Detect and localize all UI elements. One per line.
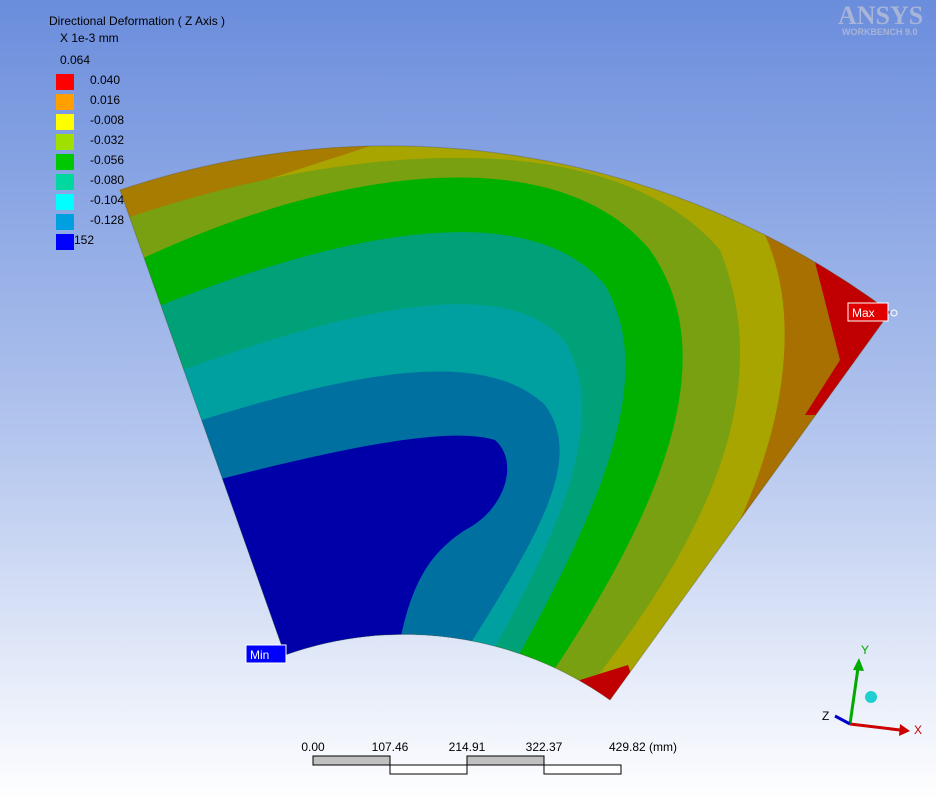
legend-swatch — [56, 214, 74, 230]
z-axis-arrow — [834, 714, 851, 726]
triad: X Y Z — [822, 643, 922, 737]
legend-swatch — [56, 94, 74, 110]
legend-label: 0.016 — [90, 93, 120, 107]
legend-label: -0.032 — [90, 133, 124, 147]
legend-swatch — [56, 114, 74, 130]
legend-label: -0.104 — [90, 193, 124, 207]
scale-segment — [466, 755, 545, 766]
min-probe[interactable] — [245, 644, 287, 664]
triad-ball[interactable] — [865, 691, 877, 703]
scale-label: 429.82 (mm) — [609, 740, 677, 754]
scale-label: 0.00 — [301, 740, 325, 754]
legend-label: -0.008 — [90, 113, 124, 127]
scale-label: 214.91 — [449, 740, 486, 754]
scale-label: 322.37 — [526, 740, 563, 754]
model-outline — [119, 145, 891, 701]
logo-version: WORKBENCH 9.0 — [842, 27, 918, 37]
scale-segment — [543, 764, 622, 775]
y-axis-arrow — [848, 667, 860, 725]
result-unit: X 1e-3 mm — [60, 31, 119, 45]
legend-swatch — [56, 74, 74, 90]
max-probe[interactable] — [847, 302, 889, 322]
legend-swatch — [56, 194, 74, 210]
x-axis-arrow — [849, 722, 901, 732]
legend-label: 0.064 — [60, 53, 90, 67]
legend-swatch — [56, 174, 74, 190]
x-arrowhead — [899, 724, 910, 736]
scale-segment — [312, 755, 391, 766]
max-label: Max — [852, 306, 875, 320]
scale-segment — [389, 764, 468, 775]
legend-label: -0.056 — [90, 153, 124, 167]
legend-swatch — [56, 154, 74, 170]
legend-label: 0.040 — [90, 73, 120, 87]
scale-label: 107.46 — [372, 740, 409, 754]
legend-swatch — [56, 234, 74, 250]
logo-name: ANSYS — [838, 1, 923, 30]
y-axis-label: Y — [861, 643, 869, 657]
scale-bar: 0.00 107.46 214.91 322.37 429.82 (mm) — [301, 740, 677, 775]
min-label: Min — [250, 648, 269, 662]
max-point — [890, 309, 898, 317]
y-arrowhead — [853, 658, 864, 671]
result-title: Directional Deformation ( Z Axis ) — [49, 14, 225, 28]
legend-label: -0.128 — [90, 213, 124, 227]
x-axis-label: X — [914, 723, 922, 737]
legend-swatch — [56, 134, 74, 150]
legend-label: -0.080 — [90, 173, 124, 187]
z-axis-label: Z — [822, 709, 829, 723]
